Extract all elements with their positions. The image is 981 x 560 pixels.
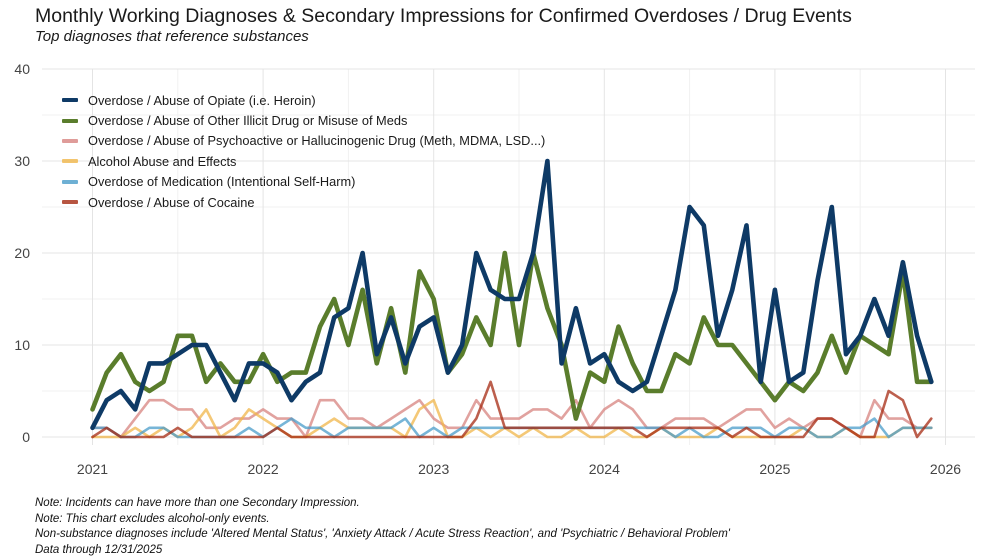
series-line-overdose-abuse-of-opiate-i-e-heroin — [90, 158, 934, 431]
legend-swatch — [62, 118, 78, 123]
legend-label: Alcohol Abuse and Effects — [88, 153, 237, 169]
series-line-overdose-abuse-of-psychoactive-or-hallucinogenic-drug-meth-mdma-lsd — [91, 398, 933, 439]
legend-swatch — [62, 200, 78, 205]
legend-swatch — [62, 179, 78, 184]
legend-item: Overdose / Abuse of Cocaine — [62, 192, 545, 212]
chart-subtitle: Top diagnoses that reference substances — [35, 28, 309, 45]
legend-item: Overdose / Abuse of Opiate (i.e. Heroin) — [62, 90, 545, 110]
note-line: Non-substance diagnoses include 'Altered… — [35, 528, 730, 540]
x-axis-tick-labels: 2021 2022 2023 2024 2025 2026 — [77, 461, 961, 477]
chart-legend: Overdose / Abuse of Opiate (i.e. Heroin)… — [62, 90, 545, 212]
series-line-alcohol-abuse-and-effects — [91, 398, 933, 439]
legend-item: Overdose of Medication (Intentional Self… — [62, 172, 545, 192]
y-tick-label: 20 — [14, 245, 30, 261]
legend-label: Overdose / Abuse of Other Illicit Drug o… — [88, 113, 408, 129]
y-tick-label: 10 — [14, 337, 30, 353]
x-tick-label: 2025 — [759, 461, 790, 477]
legend-swatch — [62, 98, 78, 103]
major-series-lines — [90, 158, 934, 431]
minor-series-lines — [91, 380, 933, 439]
chart-notes: Note: Incidents can have more than one S… — [35, 496, 730, 558]
x-tick-label: 2023 — [418, 461, 449, 477]
note-line: Note: This chart excludes alcohol-only e… — [35, 512, 270, 525]
legend-item: Alcohol Abuse and Effects — [62, 151, 545, 171]
note-line: Note: Incidents can have more than one S… — [35, 497, 360, 509]
x-tick-label: 2024 — [589, 461, 620, 477]
legend-label: Overdose / Abuse of Psychoactive or Hall… — [88, 133, 546, 149]
legend-label: Overdose / Abuse of Opiate (i.e. Heroin) — [88, 92, 316, 108]
line-chart: 0 10 20 30 40 2021 2022 2023 2024 2025 2026 — [14, 61, 975, 477]
x-tick-label: 2021 — [77, 461, 108, 477]
legend-label: Overdose of Medication (Intentional Self… — [88, 174, 356, 190]
y-tick-label: 40 — [14, 61, 30, 77]
series-line-overdose-abuse-of-cocaine — [91, 380, 933, 439]
note-line: Data through 12/31/2025 — [35, 543, 163, 556]
y-axis-tick-labels: 0 10 20 30 40 — [14, 61, 30, 445]
legend-swatch — [62, 138, 78, 143]
y-tick-label: 0 — [22, 429, 30, 445]
x-tick-label: 2026 — [930, 461, 961, 477]
chart-title: Monthly Working Diagnoses & Secondary Im… — [35, 5, 852, 27]
legend-swatch — [62, 159, 78, 164]
y-tick-label: 30 — [14, 153, 30, 169]
series-line-overdose-abuse-of-other-illicit-drug-or-misuse-of-meds — [90, 250, 934, 421]
x-tick-label: 2022 — [248, 461, 279, 477]
legend-label: Overdose / Abuse of Cocaine — [88, 194, 255, 210]
legend-item: Overdose / Abuse of Other Illicit Drug o… — [62, 110, 545, 130]
legend-item: Overdose / Abuse of Psychoactive or Hall… — [62, 131, 545, 151]
